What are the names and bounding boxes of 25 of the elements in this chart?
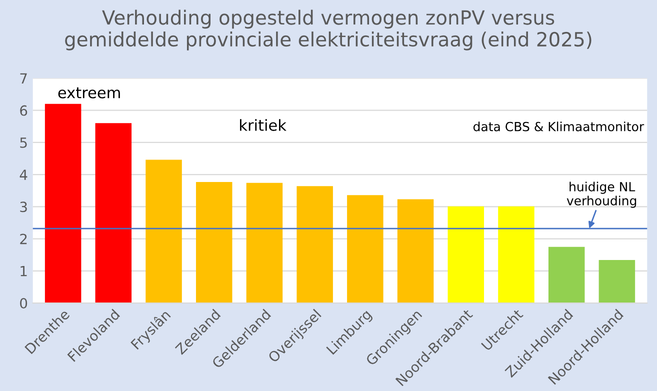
y-tick-label: 0 — [20, 298, 28, 308]
bar — [44, 104, 82, 304]
bar — [296, 186, 333, 304]
y-tick-label: 6 — [20, 105, 28, 116]
annotation: extreem — [58, 87, 120, 98]
bar — [347, 195, 384, 304]
ref-line-label: huidige NL verhouding — [566, 182, 636, 208]
bar — [448, 206, 484, 304]
bar — [548, 246, 585, 304]
bar — [196, 182, 232, 304]
bar — [498, 206, 534, 304]
annotation: data CBS & Klimaatmonitor — [473, 122, 644, 132]
y-tick-label: 1 — [20, 266, 27, 276]
y-tick-label: 7 — [20, 73, 27, 84]
y-tick-label: 3 — [20, 202, 27, 212]
y-tick-label: 4 — [20, 170, 28, 180]
y-tick-label: 5 — [20, 138, 27, 148]
y-tick-label: 2 — [20, 234, 27, 244]
bar — [246, 182, 283, 304]
bar — [95, 123, 132, 304]
bar — [146, 160, 182, 304]
bar — [397, 199, 434, 304]
bar — [598, 260, 636, 304]
chart-title: Verhouding opgesteld vermogen zonPV versus gemiddelde provinciale elektriciteitsvraag (eind 2025) — [65, 10, 592, 50]
annotation: kritiek — [240, 119, 286, 131]
